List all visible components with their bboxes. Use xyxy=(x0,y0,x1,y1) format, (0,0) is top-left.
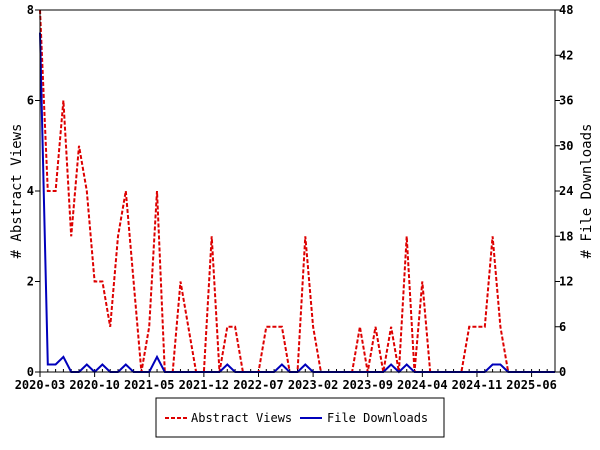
legend-label-abstract-views: Abstract Views xyxy=(191,411,292,425)
plot-frame xyxy=(39,9,556,373)
tick-labels: 2020-03 2020-10 2021-05 2021-12 2022-07 2023-… xyxy=(15,3,574,392)
x-tick-label: 2025-06 xyxy=(506,378,557,392)
x-tick-label: 2021-05 xyxy=(124,378,175,392)
y-right-tick-label: 30 xyxy=(559,139,573,153)
y-right-tick-label: 36 xyxy=(559,94,573,108)
y-left-tick-label: 0 xyxy=(27,365,34,379)
x-tick-label: 2021-12 xyxy=(179,378,230,392)
series-line-file-downloads xyxy=(39,32,555,374)
y-right-tick-label: 0 xyxy=(559,365,566,379)
y-right-tick-label: 18 xyxy=(559,229,573,243)
y-right-tick-label: 12 xyxy=(559,275,573,289)
axis-ticks xyxy=(35,9,560,377)
series-line-abstract-views xyxy=(39,9,555,373)
y-left-tick-label: 6 xyxy=(27,94,34,108)
series-lines xyxy=(39,9,556,374)
x-tick-label: 2020-03 xyxy=(15,378,66,392)
legend: Abstract Views File Downloads xyxy=(155,397,445,438)
y-left-tick-label: 2 xyxy=(27,275,34,289)
y-left-tick-label: 8 xyxy=(27,3,34,17)
y-axis-right-title: # File Downloads xyxy=(579,124,595,259)
y-right-tick-label: 6 xyxy=(559,320,566,334)
x-tick-label: 2023-09 xyxy=(342,378,393,392)
y-left-tick-label: 4 xyxy=(27,184,34,198)
x-tick-label: 2024-04 xyxy=(397,378,448,392)
y-axis-left-title: # Abstract Views xyxy=(9,124,25,259)
x-tick-label: 2022-07 xyxy=(233,378,284,392)
x-tick-label: 2023-02 xyxy=(288,378,339,392)
x-tick-label: 2020-10 xyxy=(69,378,120,392)
legend-label-file-downloads: File Downloads xyxy=(327,411,428,425)
y-right-tick-label: 48 xyxy=(559,3,573,17)
y-right-tick-label: 42 xyxy=(559,48,573,62)
y-right-tick-label: 24 xyxy=(559,184,573,198)
x-tick-label: 2024-11 xyxy=(452,378,503,392)
